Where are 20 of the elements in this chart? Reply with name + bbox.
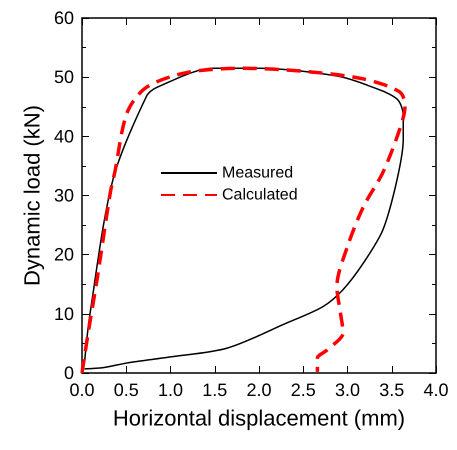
legend-label: Measured (222, 164, 294, 182)
x-tick-label: 0.5 (114, 380, 139, 400)
y-axis-title: Dynamic load (kN) (20, 105, 45, 286)
y-tick-label: 30 (54, 186, 74, 206)
x-tick-label: 2.0 (246, 380, 272, 400)
y-tick-label: 50 (54, 67, 74, 88)
legend-label: Calculated (222, 186, 298, 204)
x-tick-label: 1.5 (202, 380, 228, 400)
x-axis-title: Horizontal displacement (mm) (112, 406, 406, 430)
x-tick-label: 3.5 (379, 380, 404, 400)
x-tick-label: 2.5 (290, 380, 316, 400)
y-tick-label: 10 (54, 304, 74, 324)
y-tick-label: 60 (54, 8, 74, 28)
y-tick-label: 40 (54, 126, 74, 146)
x-tick-label: 4.0 (423, 380, 449, 400)
x-tick-label: 0.0 (69, 380, 95, 400)
x-tick-label: 3.0 (334, 380, 360, 400)
y-tick-label: 20 (54, 244, 74, 265)
y-tick-label: 0 (64, 363, 74, 383)
x-tick-label: 1.0 (158, 380, 184, 400)
